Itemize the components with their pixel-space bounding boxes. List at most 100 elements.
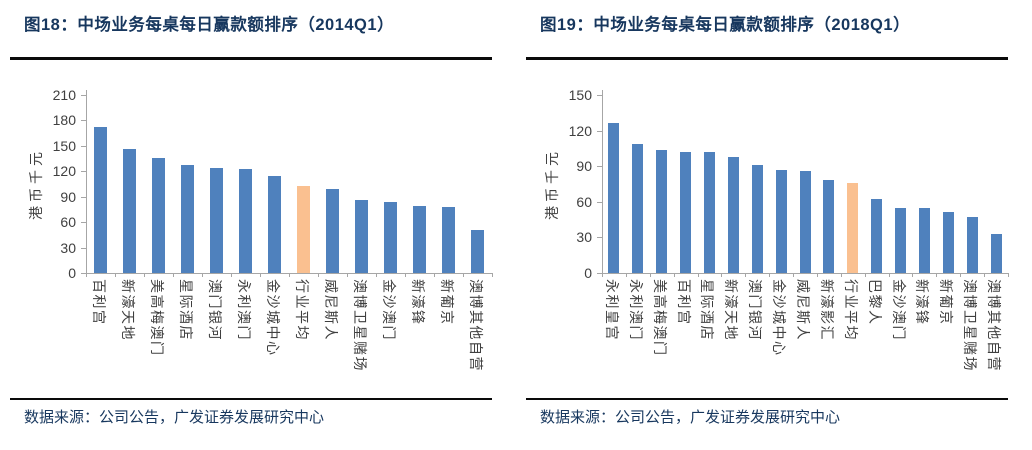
figure-18-data-source: 数据来源：公司公告，广发证券发展研究中心 [24,409,325,426]
bar [181,164,194,273]
bar [632,143,644,273]
bar [608,123,620,273]
x-axis-label: 澳博卫星赌场 [351,279,368,372]
x-axis-label: 永利澳门 [627,279,644,341]
bar [239,168,252,273]
x-axis-tick [649,273,651,277]
x-axis-tick [434,273,435,277]
bar [966,217,978,273]
bar [384,201,397,273]
x-axis-tick [936,273,938,277]
bar [413,206,426,273]
bar-industry-average [847,182,859,273]
y-axis-title: 港币千元 [28,148,44,220]
bar [355,200,368,273]
y-axis-tick [597,273,602,274]
bar [799,170,811,273]
y-axis-tick [81,120,86,122]
bar-industry-average [297,185,310,273]
x-axis-label: 星际酒店 [177,279,194,341]
bar [918,207,930,273]
x-axis-tick [1008,273,1009,277]
y-axis-tick [597,166,602,168]
y-axis-tick [81,95,86,96]
x-axis-tick [816,273,818,277]
figure-18-title: 图18：中场业务每桌每日赢款额排序（2014Q1） [24,16,395,34]
bar [94,127,107,273]
x-axis-label: 新濠锋 [914,279,931,326]
x-axis-tick [318,273,319,277]
y-axis-tick-label: 150 [568,87,592,103]
x-axis-tick [463,273,464,277]
bar [326,189,339,273]
x-axis-label: 百利宫 [675,279,692,326]
y-axis-tick-label: 0 [68,265,76,281]
bar [442,206,455,273]
x-axis-tick [888,273,890,277]
x-axis-tick [912,273,914,277]
x-axis-tick [347,273,348,277]
x-axis-tick [793,273,795,277]
figure-19-title-divider [526,57,1008,60]
bar [990,233,1002,273]
bar [895,207,907,273]
bar-chart-2018q1: 0 30 60 90 120 150 港币千元 永利皇宫 永利澳门 美高梅澳门 百利宫 星际酒店 新濠天… [516,62,1032,397]
x-axis-label: 星际酒店 [699,279,716,341]
x-axis-label: 澳博其他自营 [467,279,484,372]
x-axis-label: 行业平均 [842,279,859,341]
y-axis-tick-label: 0 [584,265,592,281]
y-axis-tick-label: 120 [52,163,76,180]
x-axis-label: 新葡京 [938,279,955,326]
bar [268,176,281,273]
x-axis-label: 新濠锋 [409,279,426,326]
y-axis-tick [81,196,86,198]
y-axis-tick [597,130,602,132]
figure-19-footer-divider [526,398,1008,400]
x-axis-label: 新葡京 [438,279,455,326]
bar [942,212,954,273]
figure-19-title: 图19：中场业务每桌每日赢款额排序（2018Q1） [540,16,911,34]
x-axis-tick [115,273,116,277]
x-axis-tick [864,273,866,277]
x-axis-label: 行业平均 [293,279,310,341]
bar [751,165,763,273]
x-axis-label: 新濠影汇 [818,279,835,341]
bar [123,149,136,273]
x-axis-label: 澳博其他自营 [986,279,1003,372]
x-axis-tick [492,273,493,277]
x-axis-tick [86,273,87,277]
y-axis-tick-label: 150 [52,137,76,154]
x-axis-label: 美高梅澳门 [651,279,668,357]
bar [727,156,739,273]
y-axis-tick [81,171,86,173]
bar [471,229,484,273]
y-axis-tick-label: 90 [576,158,592,175]
y-axis-tick [597,237,602,239]
y-axis-line [602,90,603,274]
x-axis-tick [202,273,203,277]
x-axis-tick [173,273,174,277]
bar-chart-2014q1: 0 30 60 90 120 150 180 210 港币千元 百利宫 新濠天地 美高梅澳门 星际酒店澳… [0,62,516,397]
y-axis-tick [81,222,86,224]
bar [703,151,715,273]
x-axis-label: 永利澳门 [235,279,252,341]
x-axis-label: 新濠天地 [723,279,740,341]
y-axis-tick-label: 60 [576,193,592,210]
y-axis-tick [81,247,86,249]
bar [152,157,165,273]
figure-18-panel: 图18：中场业务每桌每日赢款额排序（2014Q1） 0 30 60 90 120 150 1… [0,16,516,426]
x-axis-label: 永利皇宫 [603,279,620,341]
bar [656,149,668,273]
x-axis-label: 澳博卫星赌场 [962,279,979,372]
figure-19-panel: 图19：中场业务每桌每日赢款额排序（2018Q1） 0 30 60 90 120 150 港… [516,0,1032,450]
x-axis-label: 澳门银河 [206,279,223,341]
y-axis-tick-label: 60 [60,214,76,231]
bar [871,199,883,273]
x-axis-tick [697,273,699,277]
x-axis-tick [960,273,962,277]
x-axis-label: 巴黎人 [866,279,883,326]
y-axis-tick-label: 90 [60,188,76,205]
bar [823,180,835,273]
x-axis-tick [840,273,842,277]
